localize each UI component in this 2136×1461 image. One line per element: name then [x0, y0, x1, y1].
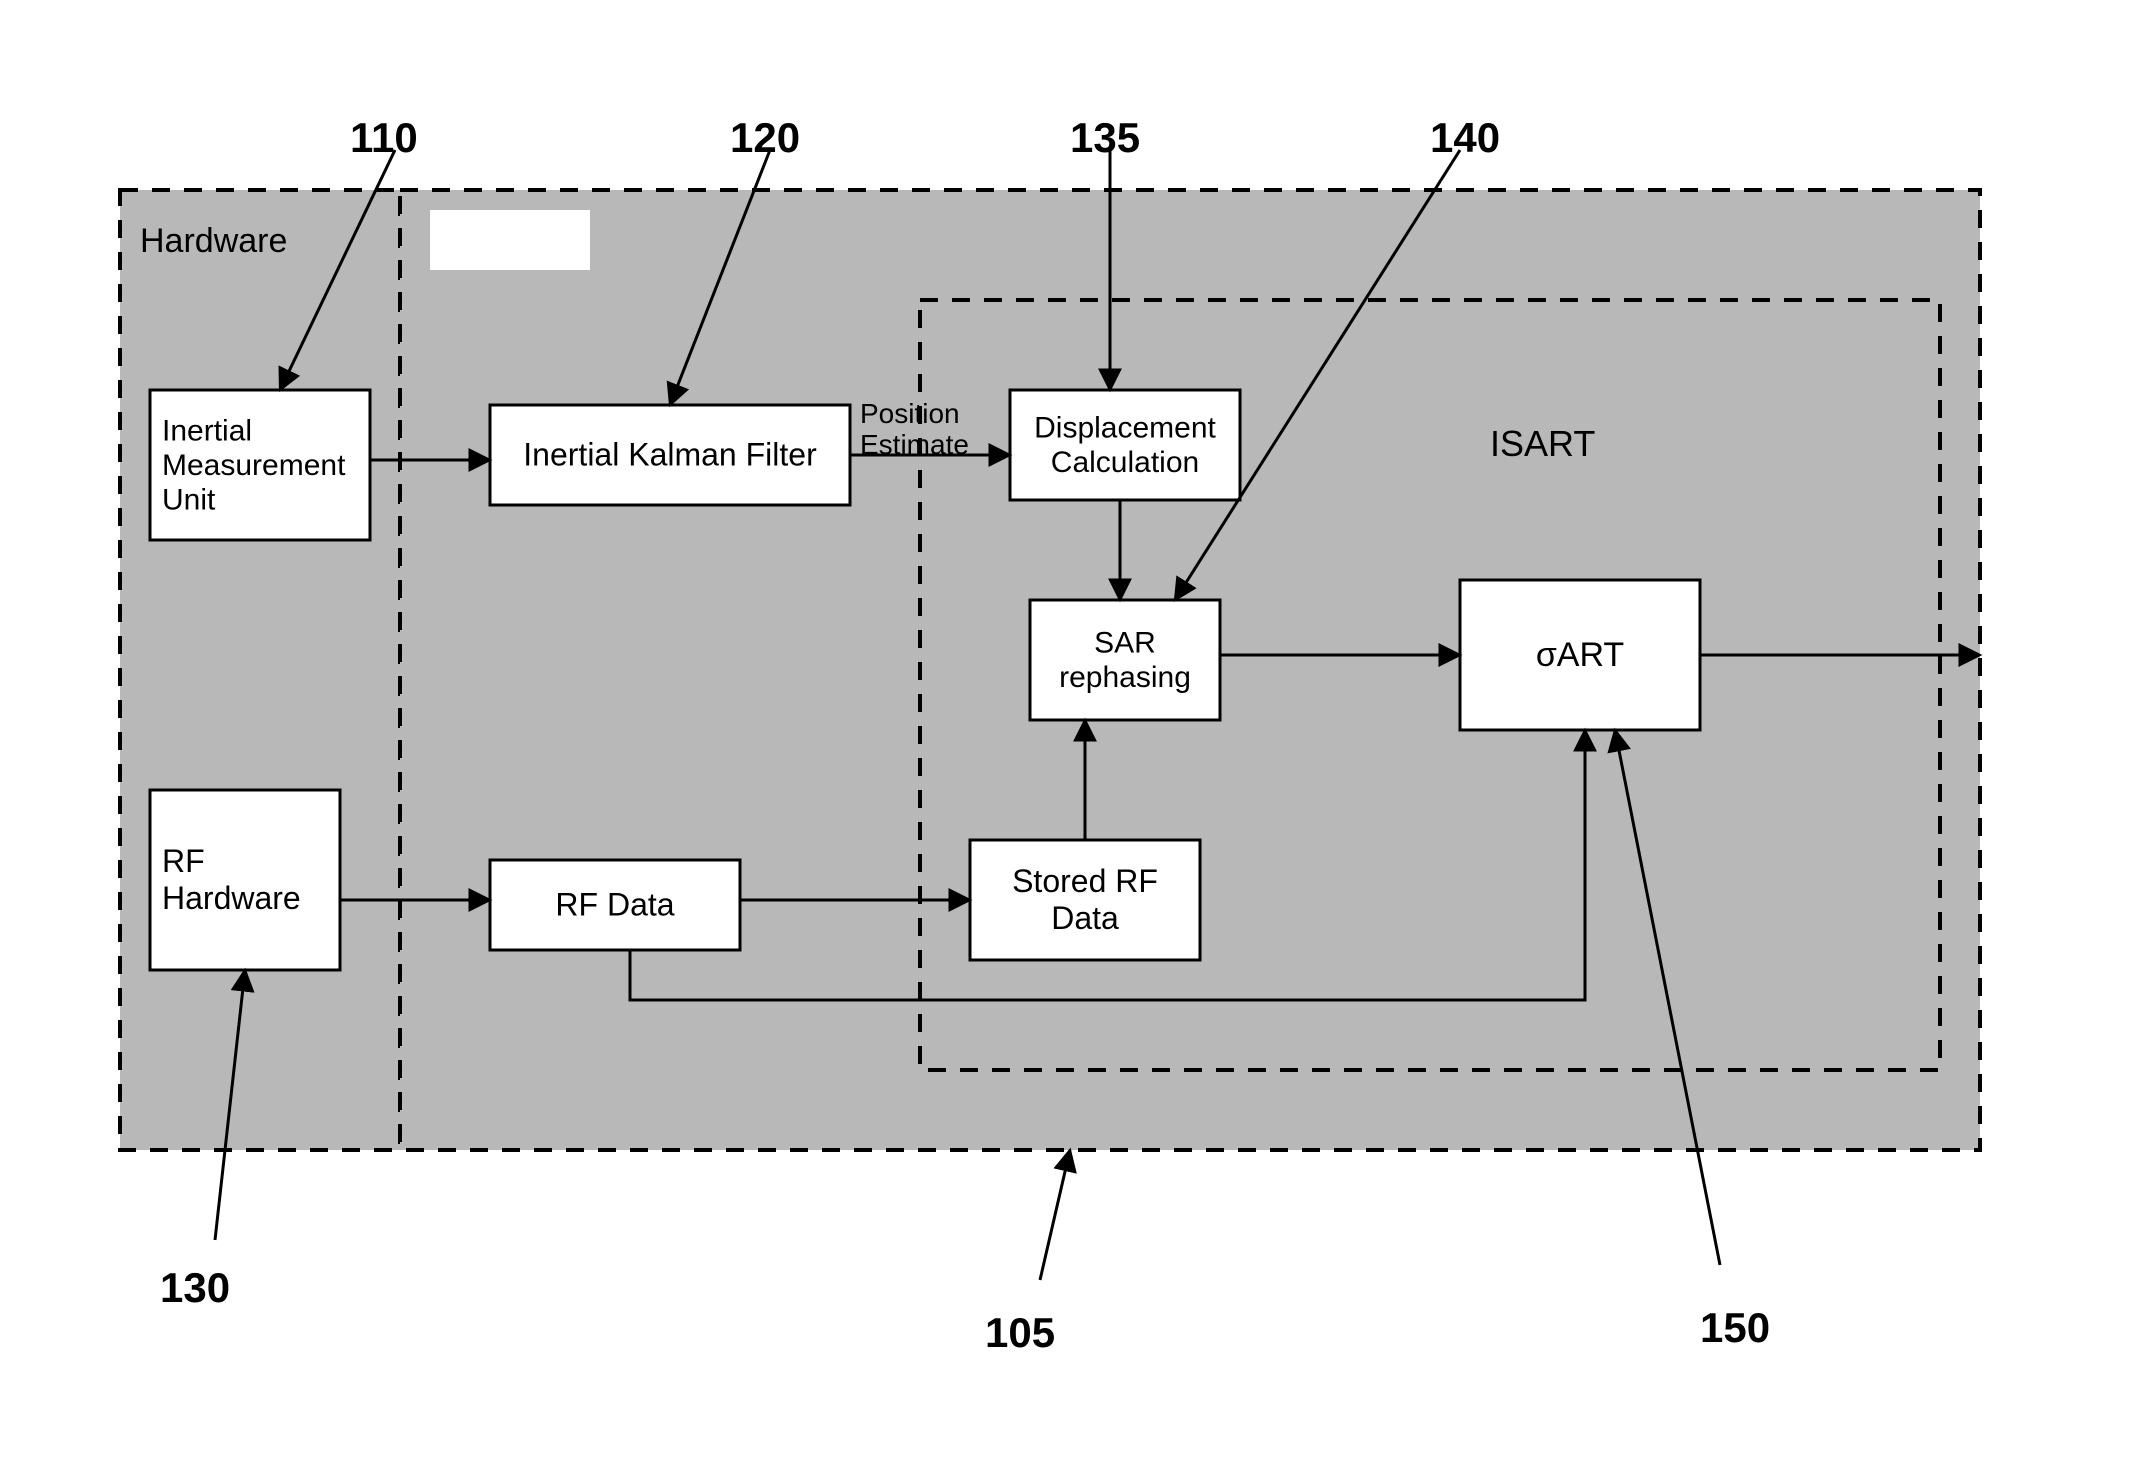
- region-white_box: [430, 210, 590, 270]
- callout-label-140: 140: [1430, 114, 1500, 161]
- block-diagram: HardwareISARTInertialMeasurementUnitIner…: [0, 0, 2136, 1461]
- callout-label-110: 110: [350, 114, 418, 161]
- node-sar: [1030, 600, 1220, 720]
- callout-label-120: 120: [730, 114, 800, 161]
- node-label-kalman: Inertial Kalman Filter: [523, 436, 817, 472]
- callout-label-130: 130: [160, 1264, 230, 1311]
- region-label-isart: ISART: [1490, 423, 1595, 464]
- edge-label-1: PositionEstimate: [860, 398, 969, 460]
- callout-label-105: 105: [985, 1309, 1055, 1356]
- region-label-hardware: Hardware: [140, 222, 287, 260]
- callout-label-150: 150: [1700, 1304, 1770, 1351]
- region-hardware: [120, 190, 400, 1150]
- node-label-rf_data: RF Data: [555, 886, 674, 922]
- node-label-displacement: DisplacementCalculation: [1034, 412, 1216, 480]
- node-displacement: [1010, 390, 1240, 500]
- callout-label-135: 135: [1070, 114, 1140, 161]
- node-label-sigma_art: σART: [1536, 636, 1624, 674]
- callout-arrow-105: [1040, 1150, 1070, 1280]
